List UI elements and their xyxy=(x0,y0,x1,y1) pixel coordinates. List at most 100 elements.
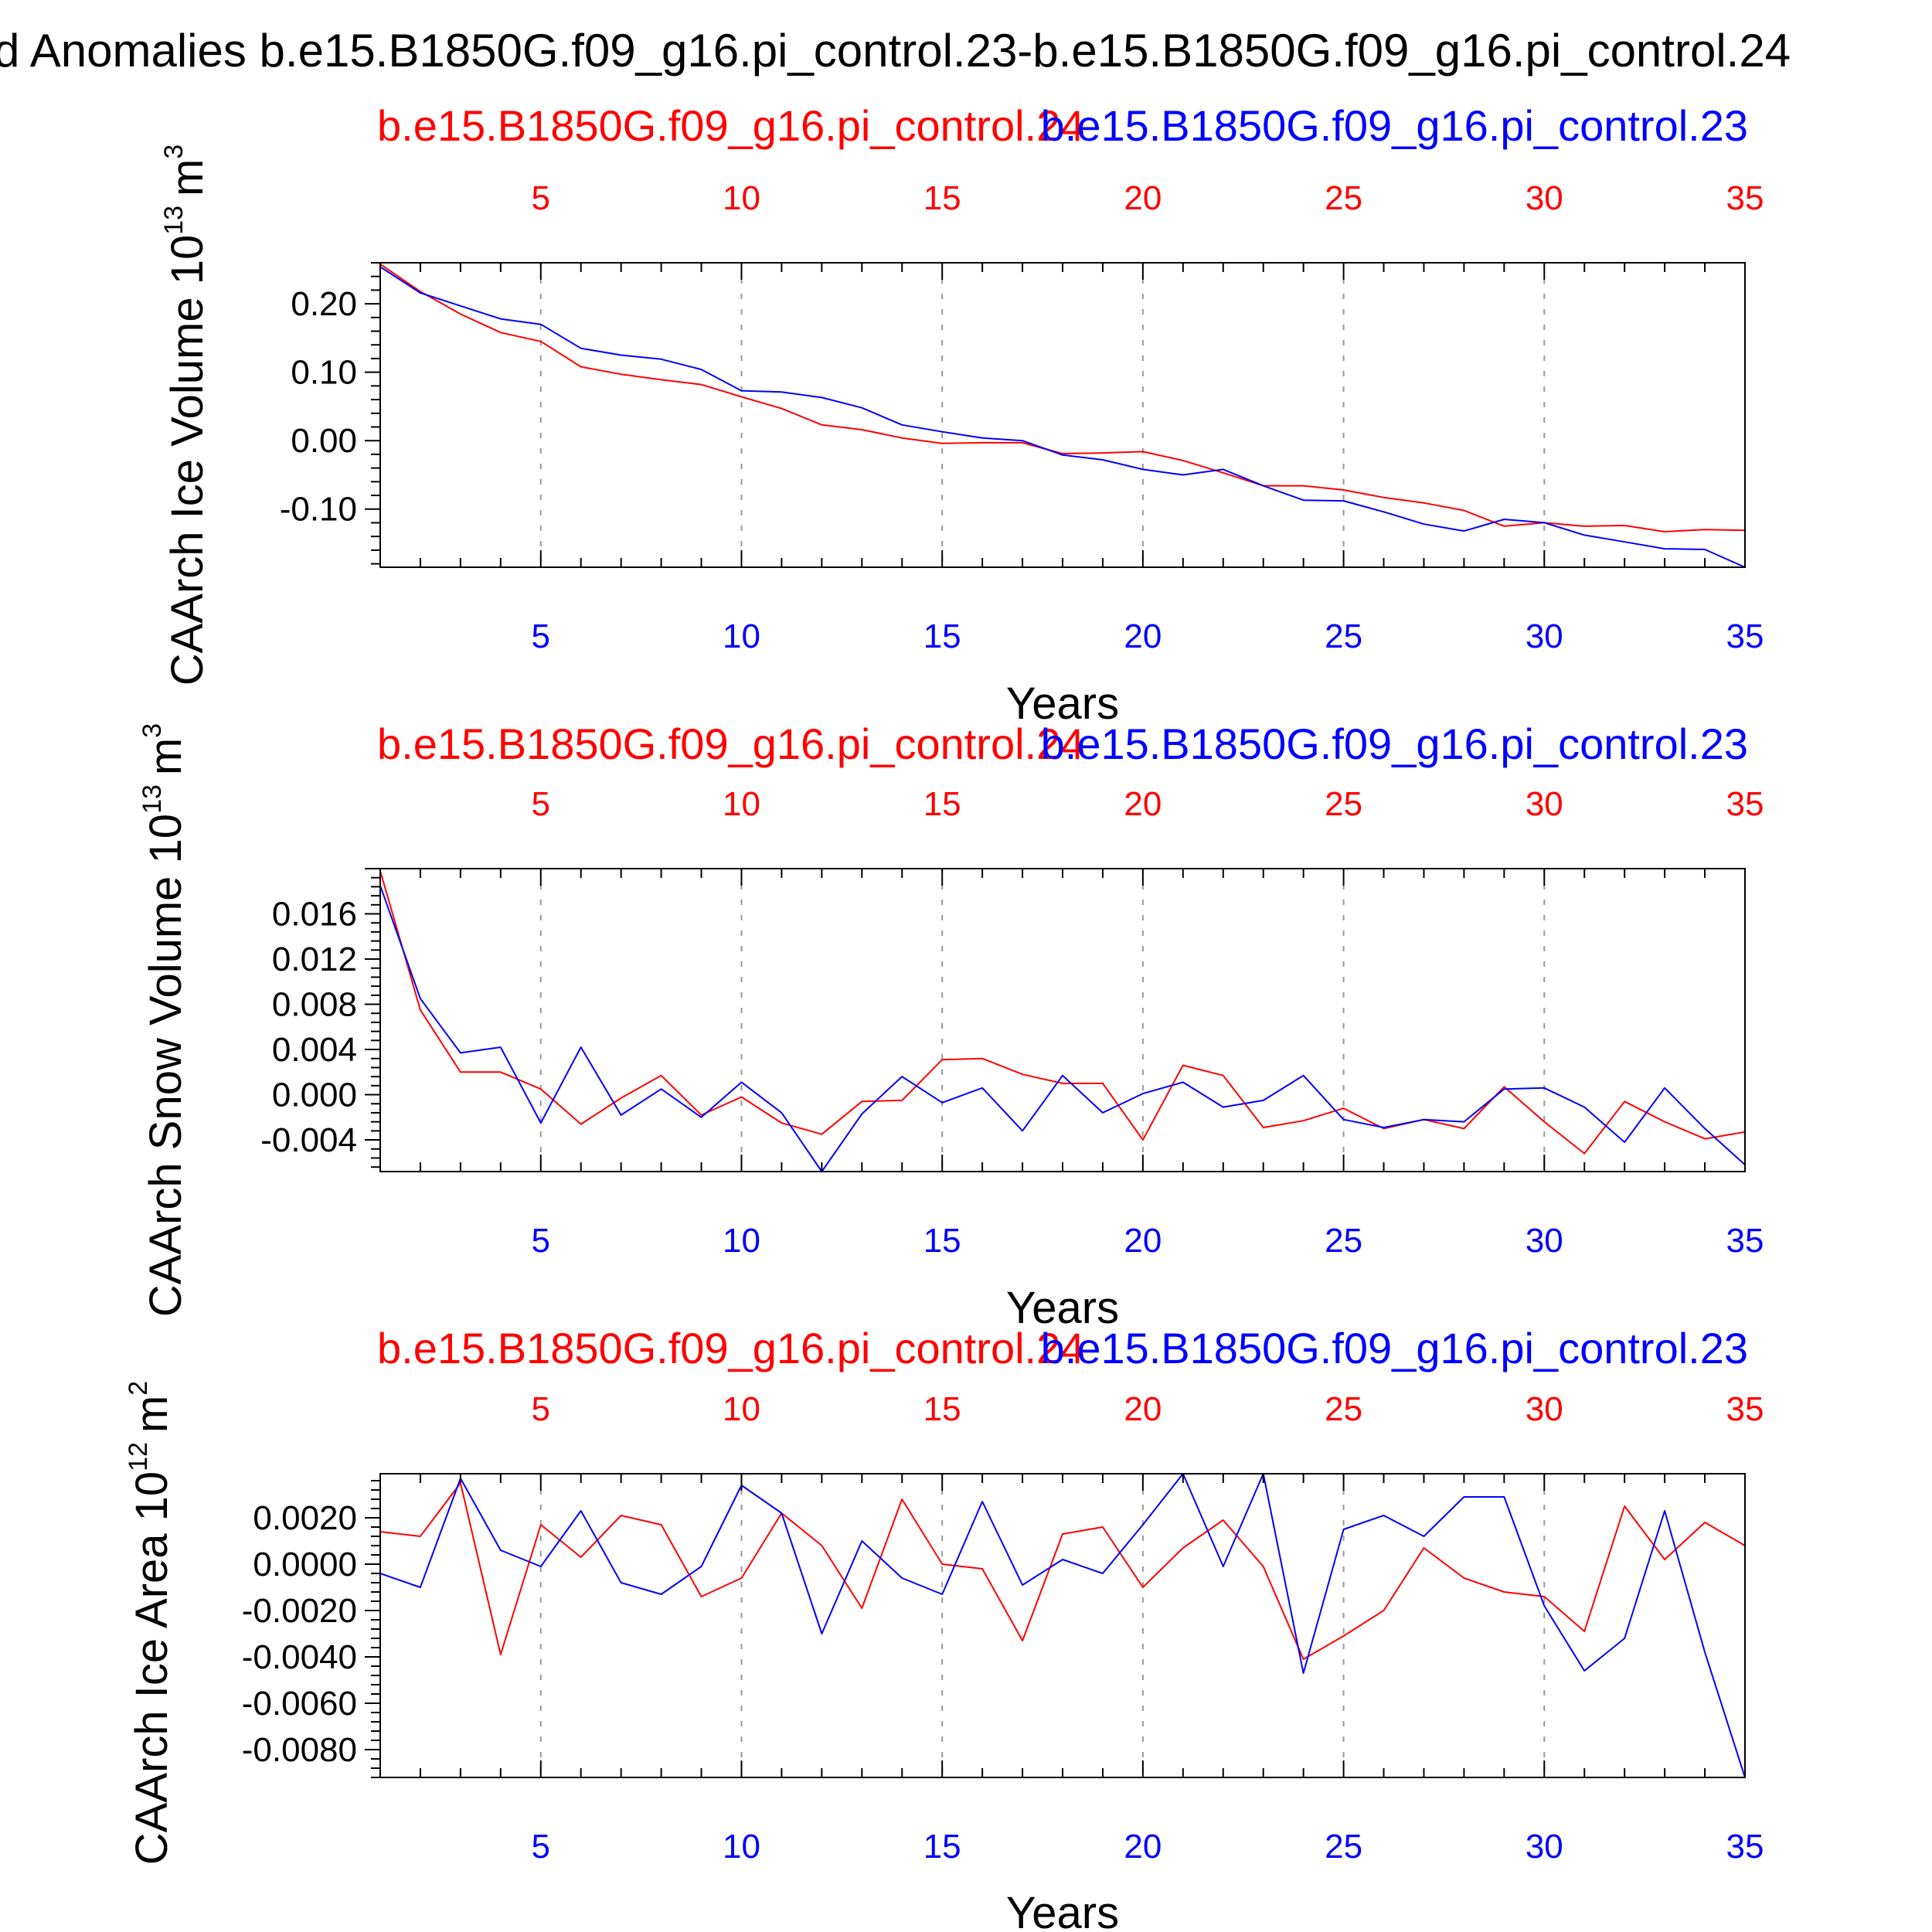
x-tick-label-bottom: 5 xyxy=(532,1828,550,1866)
x-axis-top-tick-labels: 5 10 15 20 25 30 35 xyxy=(532,1390,1764,1428)
x-tick-label-bottom: 30 xyxy=(1526,1222,1563,1260)
x-axis-top-tick-labels: 5 10 15 20 25 30 35 xyxy=(532,179,1764,217)
y-axis-title-exponent: 13 xyxy=(138,784,167,814)
x-tick-label-top: 20 xyxy=(1124,785,1162,823)
series-label-red: b.e15.B1850G.f09_g16.pi_control.24 xyxy=(377,1324,1084,1372)
y-tick-label: -0.10 xyxy=(280,491,357,529)
x-tick-label-bottom: 5 xyxy=(532,617,550,655)
y-axis-title-exponent: 13 xyxy=(159,206,189,235)
y-tick-label: 0.008 xyxy=(272,986,357,1024)
x-axis-bottom-tick-labels: 5 10 15 20 25 30 35 xyxy=(532,1828,1764,1866)
x-tick-label-bottom: 35 xyxy=(1726,617,1764,655)
x-tick-label-bottom: 30 xyxy=(1526,617,1563,655)
x-axis-top-tick-labels: 5 10 15 20 25 30 35 xyxy=(532,785,1764,823)
grid-lines xyxy=(539,1474,1546,1777)
x-tick-label-top: 25 xyxy=(1325,179,1362,217)
x-tick-label-top: 20 xyxy=(1124,1390,1162,1428)
grid-lines xyxy=(539,263,1546,567)
x-tick-label-top: 25 xyxy=(1325,785,1362,823)
x-tick-label-bottom: 15 xyxy=(923,1222,961,1260)
y-axis-tick-labels: 0.016 0.012 0.008 0.004 0.000 -0.004 xyxy=(260,896,357,1160)
y-axis-title-text: CAArch Snow Volume 10 xyxy=(141,814,191,1317)
panel-snow-volume: 0.016 0.012 0.008 0.004 0.000 -0.004 5 10 15 20 2… xyxy=(138,719,1764,1333)
x-tick-label-top: 10 xyxy=(723,1390,760,1428)
y-axis-title-unit-exponent: 2 xyxy=(124,1381,153,1396)
series-line-red xyxy=(379,263,1746,532)
y-tick-label: 0.10 xyxy=(291,354,357,392)
series-label-blue: b.e15.B1850G.f09_g16.pi_control.23 xyxy=(1041,101,1748,150)
x-tick-label-top: 30 xyxy=(1526,785,1563,823)
x-tick-label-bottom: 25 xyxy=(1325,1222,1362,1260)
y-axis-title-unit-exponent: 3 xyxy=(138,723,167,738)
x-tick-label-top: 35 xyxy=(1726,1390,1764,1428)
series-lines xyxy=(379,263,1746,568)
x-tick-label-bottom: 20 xyxy=(1124,1828,1162,1866)
y-tick-label: 0.004 xyxy=(272,1031,357,1069)
series-line-blue xyxy=(379,885,1746,1172)
plot-frame xyxy=(379,868,1746,1172)
x-tick-label-bottom: 25 xyxy=(1325,1828,1362,1866)
x-tick-label-bottom: 5 xyxy=(532,1222,550,1260)
y-tick-label: 0.000 xyxy=(272,1077,357,1114)
left-minor-ticks xyxy=(365,262,380,565)
x-tick-label-top: 10 xyxy=(723,785,760,823)
x-tick-label-bottom: 35 xyxy=(1726,1222,1764,1260)
x-tick-label-top: 25 xyxy=(1325,1390,1362,1428)
x-tick-label-bottom: 20 xyxy=(1124,1222,1162,1260)
y-axis-tick-labels: 0.20 0.10 0.00 -0.10 xyxy=(280,285,357,529)
x-tick-label-top: 5 xyxy=(532,1390,550,1428)
grid-lines xyxy=(539,869,1546,1172)
y-tick-label: 0.016 xyxy=(272,896,357,934)
x-tick-label-bottom: 10 xyxy=(723,1828,760,1866)
series-lines xyxy=(379,870,1746,1172)
y-tick-label: 0.20 xyxy=(291,285,357,323)
y-axis-title-text: CAArch Ice Area 10 xyxy=(127,1471,177,1865)
x-axis-bottom-tick-labels: 5 10 15 20 25 30 35 xyxy=(532,1222,1764,1260)
y-tick-label: 0.012 xyxy=(272,940,357,978)
y-axis-title-exponent: 12 xyxy=(124,1442,153,1471)
x-tick-label-bottom: 20 xyxy=(1124,617,1162,655)
series-line-red xyxy=(379,1482,1746,1660)
y-tick-label: -0.0040 xyxy=(242,1638,357,1676)
panel-ice-volume: 0.20 0.10 0.00 -0.10 5 10 15 20 25 30 35 5 10 15 20 2… xyxy=(159,101,1764,729)
plot-frame xyxy=(379,262,1746,568)
series-label-blue: b.e15.B1850G.f09_g16.pi_control.23 xyxy=(1041,1324,1748,1372)
x-axis-title: Years xyxy=(1006,679,1119,729)
y-tick-label: -0.0060 xyxy=(242,1685,357,1723)
x-tick-label-top: 5 xyxy=(532,179,550,217)
x-tick-label-top: 35 xyxy=(1726,785,1764,823)
y-tick-label: -0.004 xyxy=(260,1121,357,1159)
y-tick-label: 0.00 xyxy=(291,422,357,460)
series-line-red xyxy=(379,870,1746,1155)
y-tick-label: -0.0080 xyxy=(242,1731,357,1769)
x-tick-label-bottom: 15 xyxy=(923,1828,961,1866)
x-tick-label-top: 20 xyxy=(1124,179,1162,217)
x-axis-title: Years xyxy=(1006,1888,1119,1932)
x-tick-label-top: 30 xyxy=(1526,1390,1563,1428)
y-tick-label: 0.0000 xyxy=(253,1546,357,1583)
series-lines xyxy=(379,1473,1746,1778)
y-axis-title-text: CAArch Ice Volume 10 xyxy=(162,235,213,686)
y-axis-title-unit: m xyxy=(162,159,213,196)
x-tick-label-top: 30 xyxy=(1526,179,1563,217)
y-axis-title: CAArch Ice Volume 1013 m3 xyxy=(159,145,213,686)
x-tick-label-bottom: 10 xyxy=(723,617,760,655)
panel-ice-area: 0.0020 0.0000 -0.0020 -0.0040 -0.0060 -0.0080… xyxy=(124,1324,1764,1932)
y-tick-label: -0.0020 xyxy=(242,1592,357,1630)
x-tick-label-bottom: 25 xyxy=(1325,617,1362,655)
x-tick-label-top: 10 xyxy=(723,179,760,217)
x-tick-label-bottom: 15 xyxy=(923,617,961,655)
x-tick-label-bottom: 35 xyxy=(1726,1828,1764,1866)
series-line-blue xyxy=(379,1473,1746,1778)
x-axis-bottom-tick-labels: 5 10 15 20 25 30 35 xyxy=(532,617,1764,655)
y-axis-title-unit: m xyxy=(127,1396,177,1433)
y-axis-title-unit-exponent: 3 xyxy=(159,145,189,159)
x-tick-label-top: 35 xyxy=(1726,179,1764,217)
x-axis-ticks xyxy=(379,263,1746,567)
series-label-red: b.e15.B1850G.f09_g16.pi_control.24 xyxy=(377,719,1084,768)
y-axis-tick-labels: 0.0020 0.0000 -0.0020 -0.0040 -0.0060 -0.0080 xyxy=(242,1499,357,1769)
y-axis-title: CAArch Snow Volume 1013 m3 xyxy=(138,723,191,1317)
series-line-blue xyxy=(379,266,1746,568)
y-tick-label: 0.0020 xyxy=(253,1499,357,1537)
